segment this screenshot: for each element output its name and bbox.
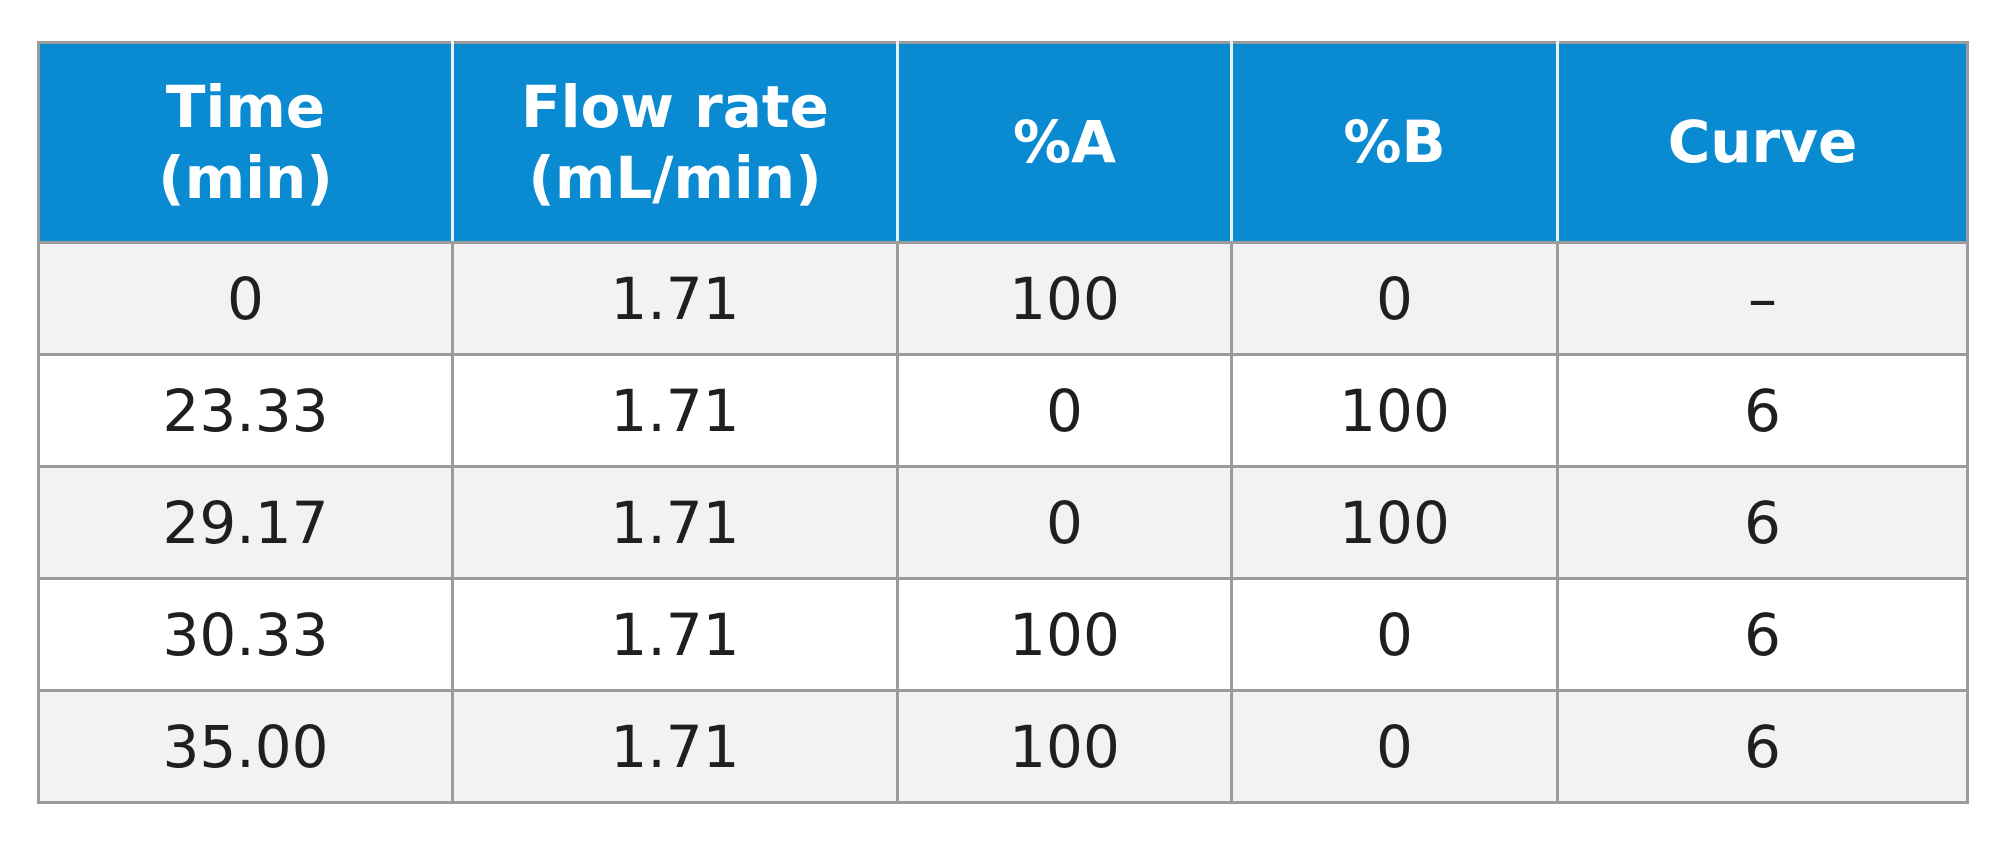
header-flow-rate-label: Flow rate — [521, 72, 829, 141]
cell-percent-b: 0 — [1230, 241, 1559, 356]
cell-percent-a: 100 — [896, 577, 1233, 692]
cell-curve: – — [1556, 241, 1969, 356]
table-header: Time (min) Flow rate (mL/min) %A %B Curv… — [37, 41, 1969, 244]
cell-percent-b: 100 — [1230, 353, 1559, 468]
table-row: 23.33 1.71 0 100 6 — [37, 353, 1969, 468]
header-percent-b-label: %B — [1343, 108, 1446, 177]
header-percent-a: %A — [896, 41, 1233, 244]
header-curve: Curve — [1556, 41, 1969, 244]
cell-time: 0 — [37, 241, 454, 356]
cell-flow-rate: 1.71 — [451, 689, 899, 804]
cell-time: 29.17 — [37, 465, 454, 580]
cell-percent-a: 0 — [896, 353, 1233, 468]
cell-curve: 6 — [1556, 353, 1969, 468]
table-row: 29.17 1.71 0 100 6 — [37, 465, 1969, 580]
table-body: 0 1.71 100 0 – 23.33 1.71 0 100 6 29.17 … — [37, 241, 1969, 804]
header-flow-rate-unit: (mL/min) — [528, 143, 822, 212]
cell-time: 35.00 — [37, 689, 454, 804]
table-row: 0 1.71 100 0 – — [37, 241, 1969, 356]
table-row: 35.00 1.71 100 0 6 — [37, 689, 1969, 804]
cell-curve: 6 — [1556, 689, 1969, 804]
header-time-label: Time — [165, 72, 326, 141]
cell-percent-a: 100 — [896, 689, 1233, 804]
cell-time: 23.33 — [37, 353, 454, 468]
header-time: Time (min) — [37, 41, 454, 244]
header-percent-a-label: %A — [1012, 108, 1116, 177]
cell-flow-rate: 1.71 — [451, 465, 899, 580]
header-row: Time (min) Flow rate (mL/min) %A %B Curv… — [37, 41, 1969, 244]
cell-flow-rate: 1.71 — [451, 241, 899, 356]
cell-percent-b: 0 — [1230, 689, 1559, 804]
cell-flow-rate: 1.71 — [451, 353, 899, 468]
cell-percent-a: 100 — [896, 241, 1233, 356]
cell-percent-a: 0 — [896, 465, 1233, 580]
cell-time: 30.33 — [37, 577, 454, 692]
cell-percent-b: 0 — [1230, 577, 1559, 692]
cell-flow-rate: 1.71 — [451, 577, 899, 692]
gradient-table-container: Time (min) Flow rate (mL/min) %A %B Curv… — [37, 41, 1969, 804]
cell-percent-b: 100 — [1230, 465, 1559, 580]
header-curve-label: Curve — [1667, 108, 1858, 177]
header-percent-b: %B — [1230, 41, 1559, 244]
cell-curve: 6 — [1556, 465, 1969, 580]
cell-curve: 6 — [1556, 577, 1969, 692]
gradient-table: Time (min) Flow rate (mL/min) %A %B Curv… — [37, 41, 1969, 804]
table-row: 30.33 1.71 100 0 6 — [37, 577, 1969, 692]
header-time-unit: (min) — [158, 143, 333, 212]
header-flow-rate: Flow rate (mL/min) — [451, 41, 899, 244]
